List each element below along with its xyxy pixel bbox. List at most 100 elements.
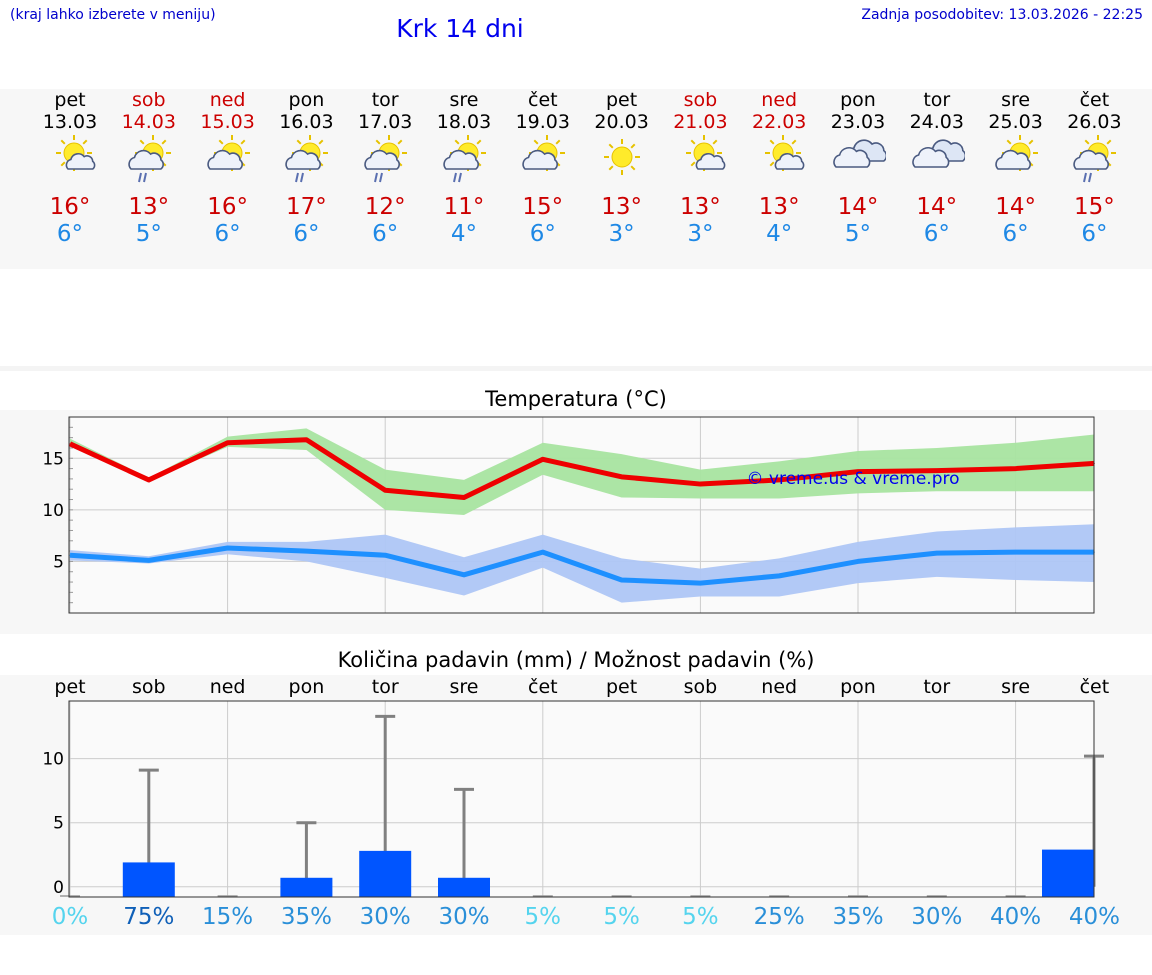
x-category-label: sob <box>132 676 166 698</box>
data-point-max <box>699 483 701 485</box>
temp-min: 4° <box>766 221 793 247</box>
precip-chance: 40% <box>1068 904 1120 930</box>
temp-min: 3° <box>687 221 714 247</box>
day-date: 16.03 <box>279 111 334 133</box>
precip-chance: 5% <box>524 904 562 930</box>
day-date: 18.03 <box>436 111 492 133</box>
precip-chance: 30% <box>438 904 490 930</box>
day-name: ned <box>761 89 798 111</box>
data-point-min <box>936 552 938 554</box>
y-tick-label: 0 <box>53 878 64 898</box>
sun-cloud-rain-icon <box>128 135 171 183</box>
x-category-label: ned <box>210 676 246 698</box>
temp-max: 15° <box>1074 194 1115 220</box>
x-category-label: pon <box>840 676 876 698</box>
day-name: čet <box>528 89 558 111</box>
day-date: 21.03 <box>673 111 728 133</box>
day-name: pet <box>54 89 86 111</box>
temp-min: 6° <box>529 221 556 247</box>
day-name: pon <box>288 89 325 111</box>
sun-cloud-icon <box>522 135 565 171</box>
temp-min: 6° <box>1081 221 1108 247</box>
data-point-min <box>148 559 150 561</box>
data-point-min <box>463 574 465 576</box>
cloudy-icon <box>833 139 886 168</box>
precip-bar <box>438 877 490 897</box>
y-tick-label: 5 <box>53 552 64 572</box>
precip-chance: 25% <box>753 904 805 930</box>
temp-max: 13° <box>758 194 800 220</box>
sun-partly-cloudy-icon <box>765 135 805 171</box>
temp-min: 6° <box>1002 221 1029 247</box>
data-point-max <box>69 443 71 445</box>
sun-cloud-icon <box>994 135 1038 171</box>
day-date: 17.03 <box>357 111 413 133</box>
series-line-min <box>69 545 1095 586</box>
precip-bar <box>122 862 175 897</box>
temp-min: 4° <box>450 221 478 247</box>
data-point-min <box>69 554 71 556</box>
sun-cloud-rain-icon <box>285 135 329 183</box>
data-point-max <box>305 439 307 441</box>
day-column: sre 25.03 14° 6° <box>977 89 1055 247</box>
precip-chance: 75% <box>123 904 175 930</box>
data-point-max <box>542 458 544 460</box>
cloudy-icon <box>912 139 965 168</box>
day-name: pet <box>605 89 638 111</box>
day-column: sob 21.03 13° 3° <box>661 89 739 247</box>
day-name: sre <box>1001 89 1031 111</box>
sun-partly-cloudy-icon <box>686 135 726 171</box>
day-column: pon 16.03 17° 6° <box>267 89 345 247</box>
day-column: čet 19.03 15° 6° <box>504 89 582 247</box>
day-date: 22.03 <box>751 111 807 133</box>
day-column: sob 14.03 13° 5° <box>110 89 188 247</box>
precip-chance: 30% <box>911 904 963 930</box>
data-point-max <box>227 442 229 444</box>
sun-icon <box>603 139 640 175</box>
y-tick-label: 15 <box>42 449 64 469</box>
day-name: ned <box>209 89 246 111</box>
data-point-min <box>542 551 544 553</box>
day-column: pet 13.03 16° 6° <box>31 89 109 247</box>
precipitation-chart: pet sob ned pon tor sre čet pet sob ned pon tor sre č… <box>42 676 1109 898</box>
x-category-label: tor <box>923 676 950 698</box>
temp-max: 12° <box>364 194 406 220</box>
sun-partly-cloudy-icon <box>56 135 96 171</box>
x-category-label: ned <box>761 676 797 698</box>
data-point-max <box>463 496 465 498</box>
plot-frame <box>68 700 1095 898</box>
day-date: 13.03 <box>42 111 98 133</box>
day-date: 15.03 <box>200 111 255 133</box>
day-column: ned 15.03 16° 6° <box>189 89 267 247</box>
day-column: pon 23.03 14° 5° <box>819 89 897 247</box>
y-tick-label: 10 <box>42 501 64 521</box>
day-column: tor 24.03 14° 6° <box>898 89 976 247</box>
temp-max: 17° <box>286 194 327 220</box>
day-name: pon <box>840 89 876 111</box>
temp-max: 14° <box>837 194 879 220</box>
temp-max: 13° <box>601 194 642 220</box>
day-column: sre 18.03 11° 4° <box>425 89 503 247</box>
day-name: tor <box>923 89 951 111</box>
precip-chance: 0% <box>51 904 89 930</box>
data-point-max <box>384 489 386 491</box>
x-category-label: pet <box>54 676 85 698</box>
plot-area <box>69 701 1094 897</box>
temp-max: 16° <box>49 194 91 220</box>
precip-bar <box>1042 849 1094 897</box>
data-point-min <box>778 575 780 577</box>
day-date: 20.03 <box>594 111 649 133</box>
sun-cloud-rain-icon <box>443 135 486 183</box>
day-name: sob <box>683 89 718 111</box>
temp-max: 14° <box>995 194 1036 220</box>
data-point-max <box>857 471 859 473</box>
location-hint: (kraj lahko izberete v meniju) <box>10 7 216 23</box>
temp-min: 6° <box>923 221 950 247</box>
precip-chance: 5% <box>603 904 640 930</box>
precip-chance: 35% <box>832 904 884 930</box>
day-date: 25.03 <box>988 111 1043 133</box>
precipitation-chart-title: Količina padavin (mm) / Možnost padavin … <box>337 648 815 672</box>
day-name: tor <box>371 89 399 111</box>
temp-min: 6° <box>214 221 241 247</box>
temp-max: 13° <box>680 194 721 220</box>
